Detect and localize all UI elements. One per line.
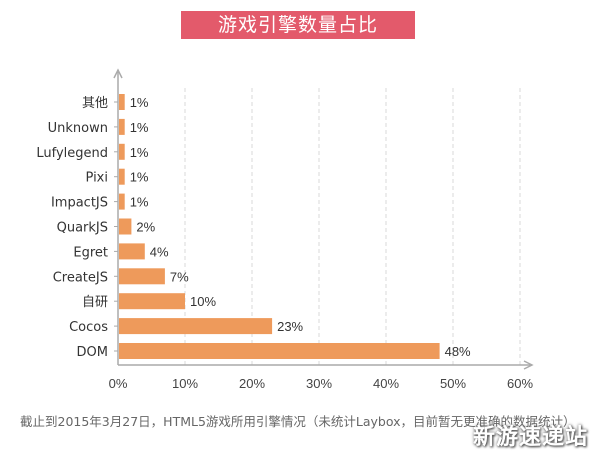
data-label: 48%: [445, 344, 471, 359]
category-label: Egret: [73, 245, 108, 260]
chart-title: 游戏引擎数量占比: [181, 11, 415, 39]
footnote: 截止到2015年3月27日，HTML5游戏所用引擎情况（未统计Laybox，目前…: [20, 414, 576, 429]
labels: 0% 10% 20% 30% 40% 50% 60% 其他 1% Unknown 1% Lufyleg…: [36, 95, 533, 391]
category-label: Pixi: [86, 171, 108, 186]
bar: [119, 293, 185, 310]
bar: [119, 243, 145, 260]
x-tick-label: 20%: [239, 376, 265, 391]
bar: [119, 193, 125, 210]
data-label: 23%: [277, 319, 303, 334]
x-tick-label: 30%: [306, 376, 332, 391]
bar-chart: 0% 10% 20% 30% 40% 50% 60% 其他 1% Unknown 1% Lufyleg…: [36, 68, 534, 391]
x-tick-label: 0%: [109, 376, 128, 391]
category-label: 其他: [82, 96, 108, 111]
bar: [119, 118, 125, 135]
x-tick-label: 60%: [507, 376, 533, 391]
category-label: Unknown: [48, 121, 108, 136]
category-label: CreateJS: [53, 270, 108, 285]
data-label: 4%: [150, 244, 169, 259]
category-label: 自研: [82, 295, 108, 310]
x-axis-arrow: [523, 360, 534, 370]
x-tick-label: 50%: [440, 376, 466, 391]
data-label: 1%: [130, 145, 149, 160]
category-label: Lufylegend: [36, 146, 108, 161]
data-label: 2%: [136, 220, 155, 235]
x-tick-label: 40%: [373, 376, 399, 391]
category-label: ImpactJS: [51, 196, 108, 211]
y-axis-arrow: [113, 68, 123, 79]
bar: [119, 268, 165, 285]
bar: [119, 318, 273, 335]
data-label: 1%: [130, 170, 149, 185]
data-label: 10%: [190, 294, 216, 309]
watermark: 新游速递站: [472, 425, 588, 450]
category-label: QuarkJS: [57, 221, 108, 236]
bar: [119, 218, 132, 235]
category-label: Cocos: [69, 320, 108, 335]
bar: [119, 343, 440, 359]
bar: [119, 168, 125, 185]
data-label: 1%: [130, 120, 149, 135]
data-label: 1%: [130, 95, 149, 110]
category-label: DOM: [77, 345, 108, 360]
data-label: 7%: [170, 269, 189, 284]
bar: [119, 143, 125, 160]
bars: [119, 94, 440, 359]
bar: [119, 94, 125, 110]
data-label: 1%: [130, 195, 149, 210]
axes: [113, 68, 534, 370]
x-tick-label: 10%: [172, 376, 198, 391]
